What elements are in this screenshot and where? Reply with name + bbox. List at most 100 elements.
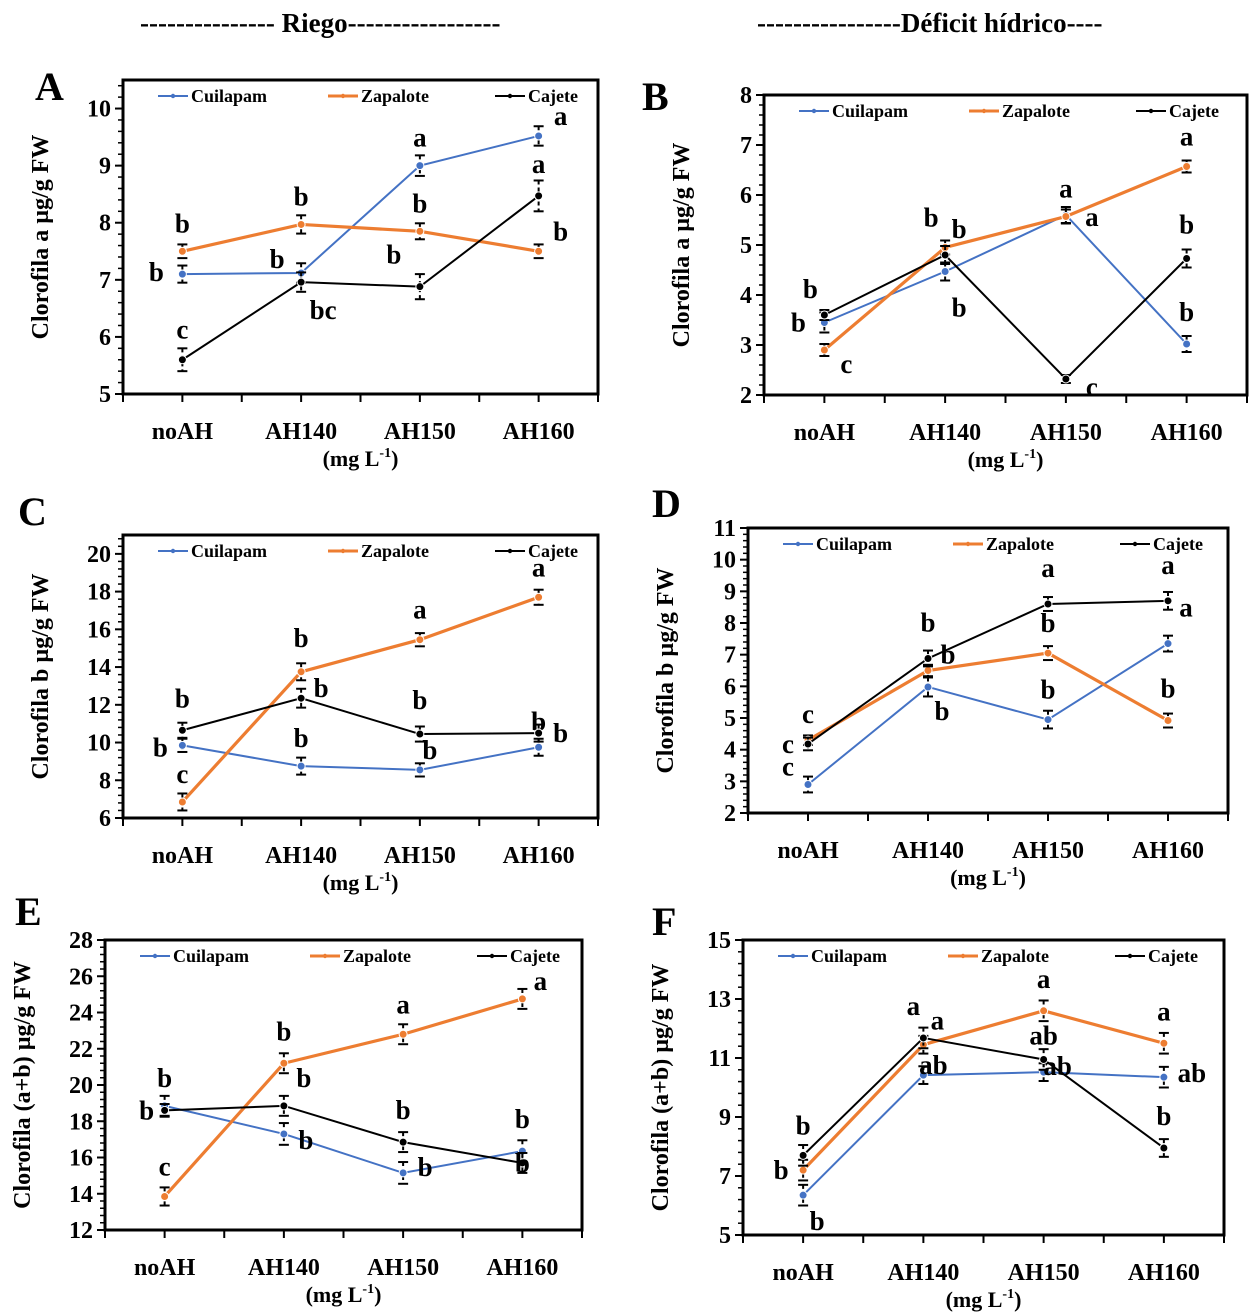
y-tick-label: 8 [99,768,111,794]
data-point [1182,162,1192,171]
section-title-deficit-hidrico: ----------------Déficit hídrico---- [757,8,1103,38]
y-tick-label: 13 [707,987,731,1013]
significance-letter: b [1179,297,1194,327]
significance-letter: b [175,208,190,238]
significance-letter: a [534,966,548,996]
series-line-zapalote [181,595,540,804]
legend-marker [340,93,346,99]
significance-letter: a [413,595,427,625]
x-tick-label: AH140 [909,420,981,446]
data-point [1163,596,1173,606]
y-tick-label: 6 [99,806,111,832]
significance-letter: ab [919,1050,948,1080]
series-line-cajete [823,253,1188,381]
x-tick-label: AH140 [887,1260,959,1286]
y-tick-label: 2 [740,383,752,409]
legend-marker [507,548,513,554]
y-tick-label: 5 [724,706,736,732]
y-tick-label: 4 [724,738,736,764]
y-tick-label: 24 [69,1001,93,1027]
legend-marker [1148,108,1154,114]
x-tick-label: AH160 [1128,1260,1200,1286]
data-point [798,1165,808,1175]
y-tick-label: 22 [69,1037,93,1063]
significance-letter: b [157,1063,172,1093]
significance-letter: b [553,216,568,246]
data-point [415,161,425,171]
y-tick-label: 5 [740,233,752,259]
y-tick-label: 10 [87,97,111,123]
data-point [534,246,544,256]
significance-letter: b [270,244,285,274]
significance-letter: b [1160,674,1175,704]
significance-letter: a [907,991,921,1021]
data-point [798,1190,808,1200]
data-point [177,725,187,735]
chart-panel-b: B 2 3 4 5 6 7 8 noAH AH140 AH150 AH160 (mg L-1) Cloro… [627,55,1255,472]
panel-letter: A [35,64,64,109]
y-tick-label: 20 [69,1073,93,1099]
significance-letter: a [1161,550,1175,580]
panel-letter: E [15,889,42,934]
y-tick-label: 20 [87,542,111,568]
data-point [534,742,544,752]
y-tick-label: 8 [740,83,752,109]
data-point [1159,1038,1169,1048]
y-tick-label: 10 [712,548,736,574]
legend-marker [811,108,817,114]
data-point [415,282,425,292]
y-tick-label: 5 [719,1223,731,1249]
data-point [819,310,829,320]
significance-letter: b [412,685,427,715]
x-axis-label: (mg L-1) [950,865,1026,890]
data-point [415,765,425,775]
data-point [398,1029,408,1039]
data-point [918,1033,928,1043]
legend-label: Cajete [1169,101,1219,121]
data-point [279,1101,289,1111]
x-tick-label: AH160 [503,843,575,869]
chart-panel-c: C 6 8 10 12 14 16 18 20 noAH AH140 AH150 AH160 (mg L-… [0,475,627,895]
y-tick-label: 16 [69,1146,93,1172]
y-axis-label: Clorofila (a+b) µg/g FW [648,964,674,1212]
legend-label: Cuilapam [191,541,267,561]
significance-letter: a [1037,964,1051,994]
chart-panel-d: D 2 3 4 5 6 7 8 9 10 11 noAH AH140 AH150 AH160 (mg L-1)… [627,475,1255,895]
y-axis-label: Clorofila b µg/g FW [28,573,54,779]
panel-letter: B [642,74,669,119]
x-axis-label: (mg L-1) [946,1287,1022,1312]
data-point [1039,1006,1049,1016]
y-tick-label: 2 [724,801,736,827]
legend-label: Cuilapam [811,946,887,966]
series-line-zapalote [163,997,523,1198]
data-point [296,219,306,229]
legend-marker [790,953,796,959]
significance-letter: b [1156,1101,1171,1131]
data-point [940,250,950,260]
legend-marker [965,541,971,547]
data-point [1159,1143,1169,1153]
chart-panel-e: E 12 14 16 18 20 22 24 26 28 noAH AH140 AH150 AH160 (m… [0,889,627,1311]
x-tick-label: AH150 [384,843,456,869]
series-line-cajete [802,1036,1165,1157]
chart-svg: B 2 3 4 5 6 7 8 noAH AH140 AH150 AH160 (mg L-1) Cloro… [642,74,1249,472]
significance-letter: ab [1178,1058,1207,1088]
significance-letter: a [1180,122,1194,152]
panel-letter: D [652,481,681,526]
legend-marker [960,953,966,959]
y-tick-label: 26 [69,964,93,990]
significance-letter: b [952,214,967,244]
data-point [1061,374,1071,384]
y-axis-label: Clorofila (a+b) µg/g FW [10,961,36,1209]
x-tick-label: AH150 [367,1255,439,1281]
significance-letter: c [159,1151,171,1181]
legend-label: Zapalote [986,534,1054,554]
x-tick-label: AH140 [248,1255,320,1281]
significance-letter: b [298,1125,313,1155]
x-axis-label: (mg L-1) [306,1282,382,1307]
data-point [177,740,187,750]
x-tick-label: AH160 [486,1255,558,1281]
y-tick-label: 9 [719,1105,731,1131]
chart-svg: D 2 3 4 5 6 7 8 9 10 11 noAH AH140 AH150 AH160 (mg L-1)… [652,481,1230,890]
significance-letter: ab [1029,1020,1058,1050]
